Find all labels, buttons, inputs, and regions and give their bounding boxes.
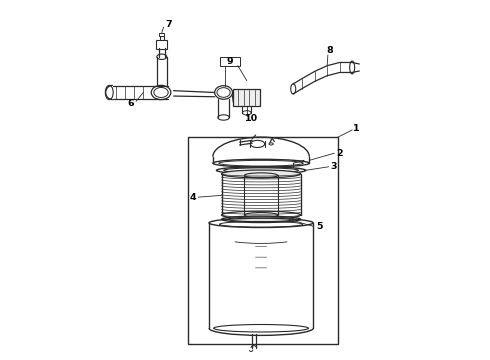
Text: 9: 9 (227, 57, 233, 66)
Bar (188, 137, 338, 344)
Text: 5: 5 (316, 222, 322, 231)
Text: 7: 7 (165, 20, 172, 29)
Bar (220, 57, 240, 66)
Text: 3: 3 (331, 162, 337, 171)
Text: 8: 8 (327, 46, 333, 55)
Bar (159, 33, 164, 36)
Ellipse shape (221, 216, 301, 222)
Text: 10: 10 (245, 114, 258, 123)
Bar (233, 89, 260, 107)
Text: 4: 4 (190, 193, 196, 202)
Ellipse shape (221, 170, 301, 178)
Bar (156, 40, 168, 49)
Text: 6: 6 (127, 99, 134, 108)
Text: 2: 2 (336, 149, 343, 158)
Text: 1: 1 (352, 124, 359, 133)
